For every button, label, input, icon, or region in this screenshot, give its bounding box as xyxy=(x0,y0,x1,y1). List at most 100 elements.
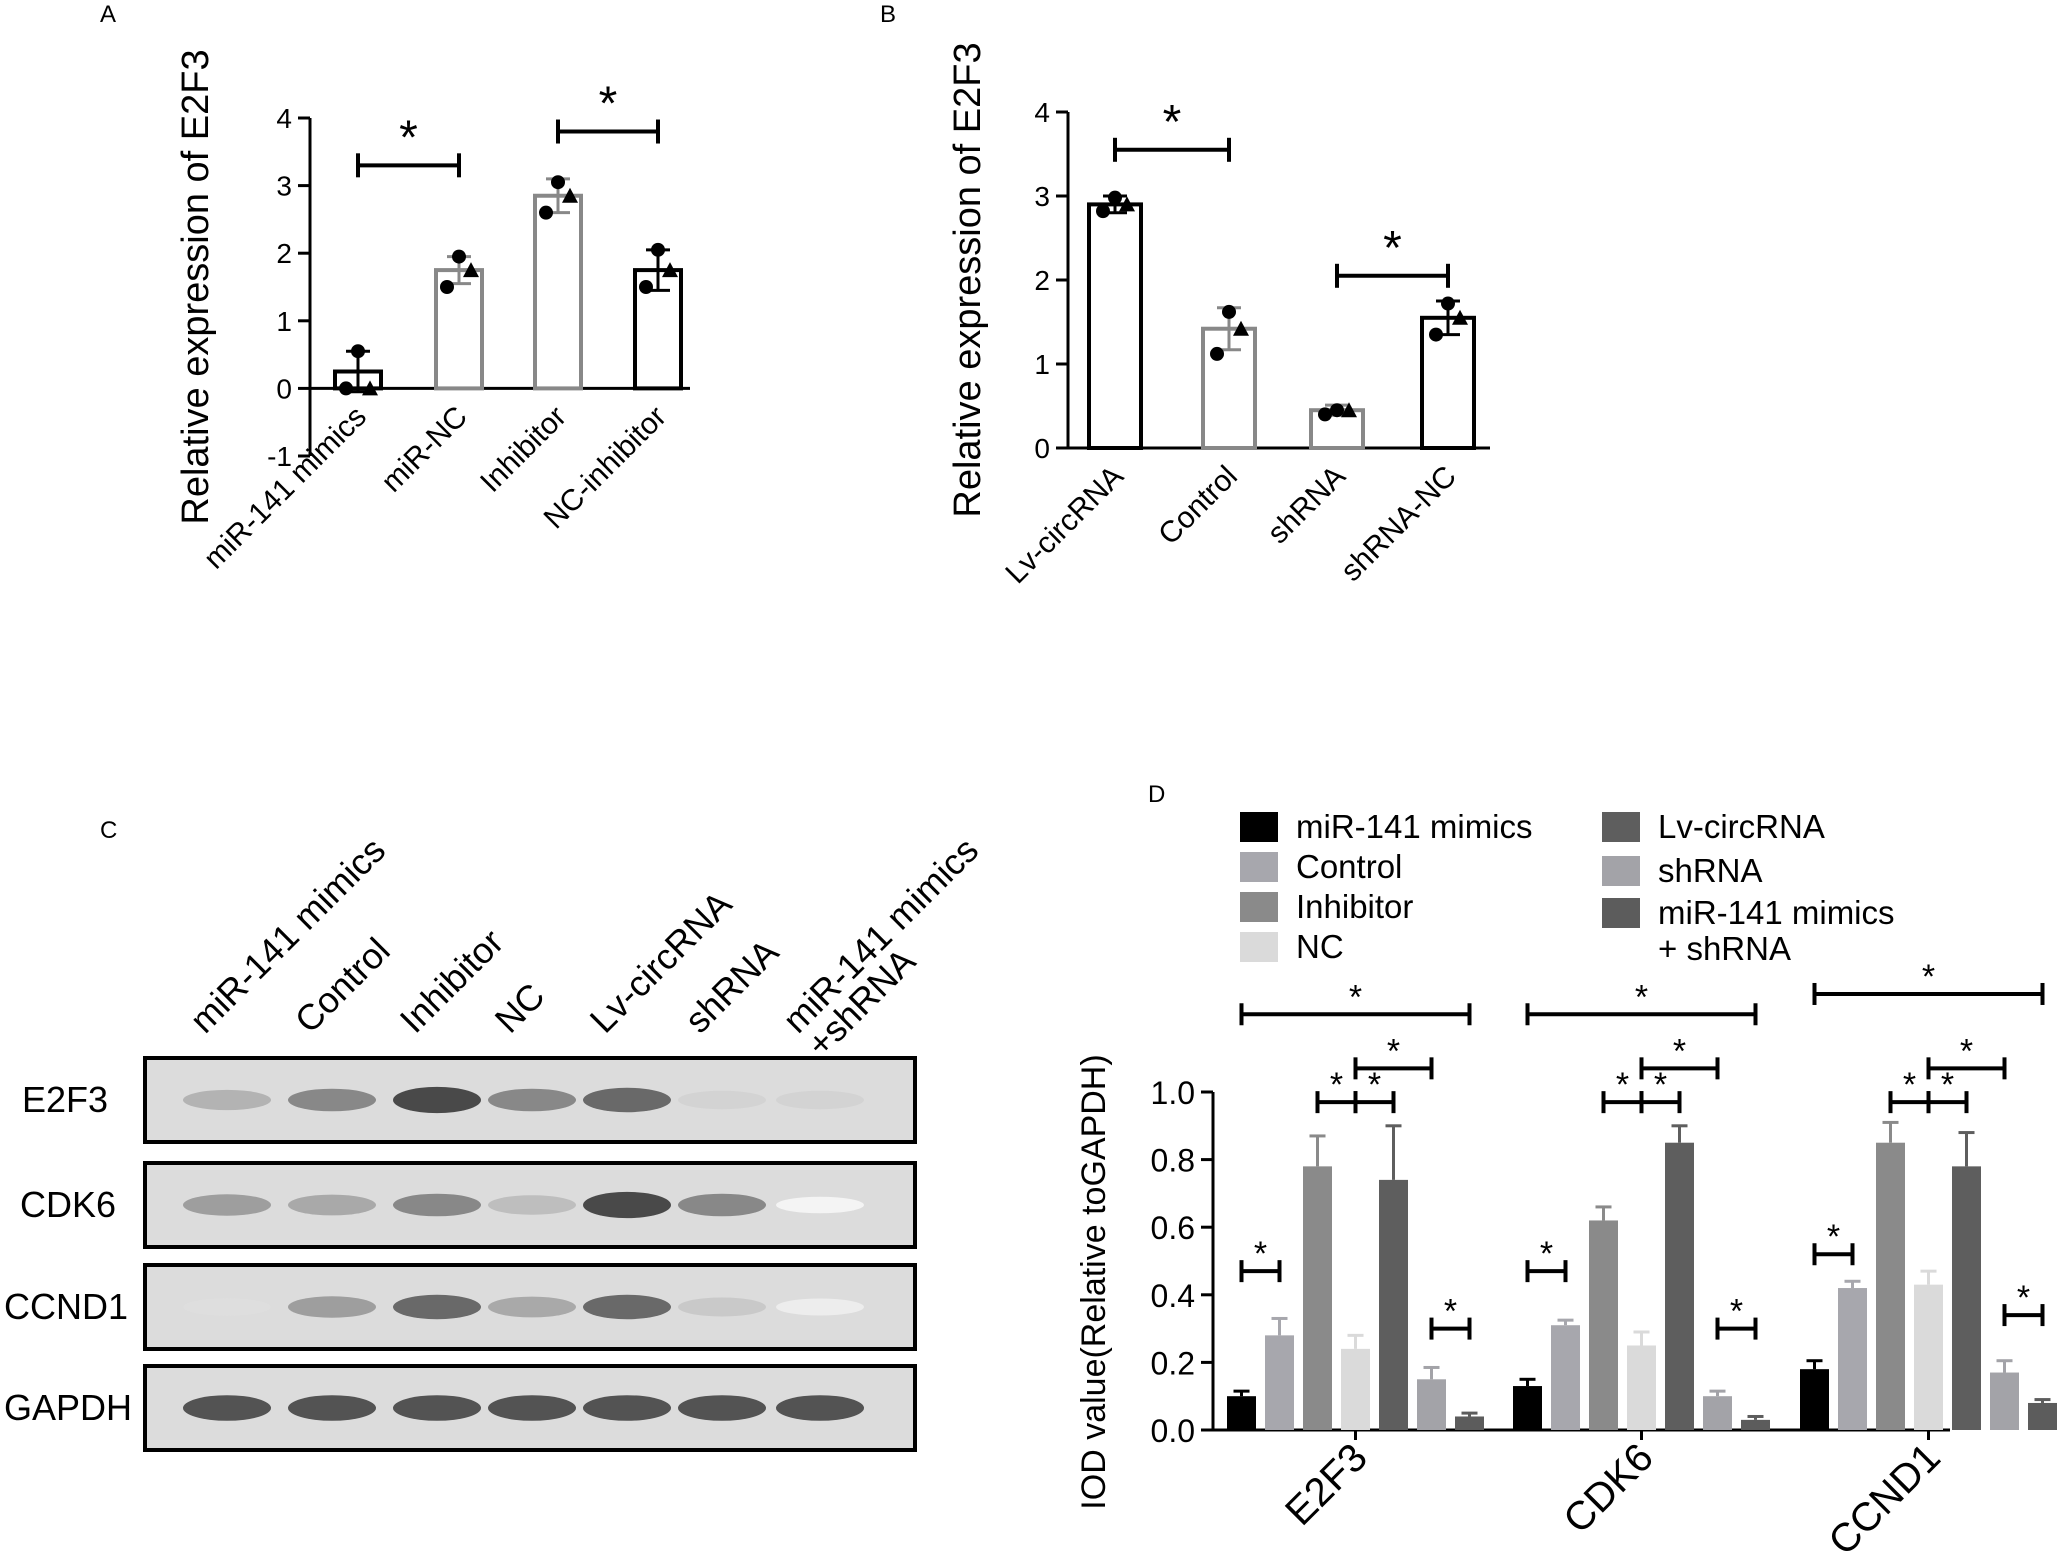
data-point xyxy=(651,242,665,257)
blot-band xyxy=(678,1395,766,1421)
legend-swatch xyxy=(1602,812,1640,842)
legend-swatch xyxy=(1240,852,1278,882)
legend-swatch xyxy=(1240,932,1278,962)
panel-d-chart: 0.0 0.2 0.4 0.6 0.8 1.0 IOD value(Relative toG… xyxy=(1075,808,2057,1564)
y-tick-label: 0 xyxy=(276,373,292,404)
data-point xyxy=(551,175,565,190)
data-point xyxy=(452,249,466,264)
category-label: CDK6 xyxy=(1555,1435,1662,1542)
blot-band xyxy=(488,1296,576,1318)
bar xyxy=(2028,1402,2057,1430)
data-point xyxy=(339,381,353,396)
significance-star: * xyxy=(1330,1066,1343,1104)
bar xyxy=(1990,1372,2019,1430)
category-label: E2F3 xyxy=(1277,1435,1376,1534)
blot-band xyxy=(583,1191,671,1219)
category-label: Inhibitor xyxy=(474,400,573,499)
blot-band xyxy=(183,1194,271,1216)
category-label: Control xyxy=(1152,460,1244,552)
blot-band xyxy=(488,1195,576,1215)
lane-label: Inhibitor xyxy=(392,921,512,1041)
blot-band xyxy=(488,1088,576,1112)
significance-star: * xyxy=(1444,1293,1457,1331)
blot-band xyxy=(583,1395,671,1421)
bar xyxy=(533,193,583,391)
data-point xyxy=(1441,296,1455,311)
bar xyxy=(1665,1142,1694,1430)
blot-band xyxy=(488,1395,576,1421)
blot-band xyxy=(776,1196,864,1214)
significance-star: * xyxy=(1540,1235,1553,1273)
blot-band xyxy=(776,1298,864,1316)
y-tick-label: 0.6 xyxy=(1151,1210,1195,1246)
panel-b-chart: 0 1 2 3 4 Relative expression of E2F3Lv-circR… xyxy=(947,42,1490,590)
data-point xyxy=(1330,403,1344,418)
significance-star: * xyxy=(1368,1066,1381,1104)
bar xyxy=(1838,1288,1867,1430)
blot-band xyxy=(393,1086,481,1114)
data-point xyxy=(1222,304,1236,319)
y-tick-label: 4 xyxy=(1034,97,1050,128)
bar xyxy=(1741,1419,1770,1430)
bar xyxy=(1589,1220,1618,1430)
blot-band xyxy=(183,1298,271,1316)
bar xyxy=(1627,1345,1656,1430)
bar xyxy=(1341,1348,1370,1430)
legend-label: Control xyxy=(1296,848,1402,885)
panel-c-letter: C xyxy=(100,817,117,844)
data-point xyxy=(662,262,678,278)
blot-band xyxy=(583,1294,671,1320)
significance-star: * xyxy=(1673,1032,1686,1070)
legend-label: miR-141 mimics + shRNA xyxy=(1658,894,1895,967)
significance-star: * xyxy=(2017,1279,2030,1317)
significance-star: * xyxy=(1941,1066,1954,1104)
bar xyxy=(1087,202,1143,450)
data-point xyxy=(1233,320,1249,336)
bar xyxy=(1379,1179,1408,1430)
data-point xyxy=(440,280,454,294)
blot-band xyxy=(678,1090,766,1110)
y-tick-label: 0 xyxy=(1034,433,1050,464)
blot-band xyxy=(678,1297,766,1317)
blot-row-label: CCND1 xyxy=(4,1286,128,1327)
data-point xyxy=(1429,327,1443,342)
blot-band xyxy=(288,1296,376,1318)
bar xyxy=(1227,1396,1256,1430)
legend-label: miR-141 mimics xyxy=(1296,808,1533,845)
blot-row-label: GAPDH xyxy=(4,1387,132,1428)
y-tick-label: 0.2 xyxy=(1151,1345,1195,1381)
y-tick-label: 2 xyxy=(1034,265,1050,296)
blot-band xyxy=(183,1089,271,1111)
blot-band xyxy=(393,1294,481,1320)
legend-label: Lv-circRNA xyxy=(1658,808,1825,845)
data-point xyxy=(463,262,479,278)
bar xyxy=(1551,1325,1580,1430)
bar xyxy=(1914,1284,1943,1430)
significance-star: * xyxy=(1383,222,1402,275)
legend-swatch xyxy=(1240,892,1278,922)
data-point xyxy=(1452,309,1468,325)
bar xyxy=(1265,1335,1294,1430)
significance-star: * xyxy=(399,111,418,164)
data-point xyxy=(1108,190,1122,205)
bar xyxy=(1876,1142,1905,1430)
y-tick-label: 0.8 xyxy=(1151,1143,1195,1179)
significance-star: * xyxy=(1654,1066,1667,1104)
y-axis-label: Relative expression of E2F3 xyxy=(947,42,989,517)
blot-band xyxy=(393,1193,481,1217)
y-tick-label: 2 xyxy=(276,238,292,269)
panel-d-letter: D xyxy=(1148,781,1165,808)
y-tick-label: 0.0 xyxy=(1151,1413,1195,1449)
data-point xyxy=(351,344,365,359)
blot-band xyxy=(678,1193,766,1217)
blot-row-label: E2F3 xyxy=(22,1079,108,1120)
category-label: CCND1 xyxy=(1820,1435,1949,1564)
y-tick-label: 1 xyxy=(1034,349,1050,380)
bar xyxy=(1417,1379,1446,1430)
significance-star: * xyxy=(1827,1218,1840,1256)
significance-star: * xyxy=(599,78,618,131)
data-point xyxy=(539,205,553,220)
blot-row-label: CDK6 xyxy=(20,1184,116,1225)
blot-band xyxy=(393,1395,481,1421)
significance-star: * xyxy=(1960,1032,1973,1070)
